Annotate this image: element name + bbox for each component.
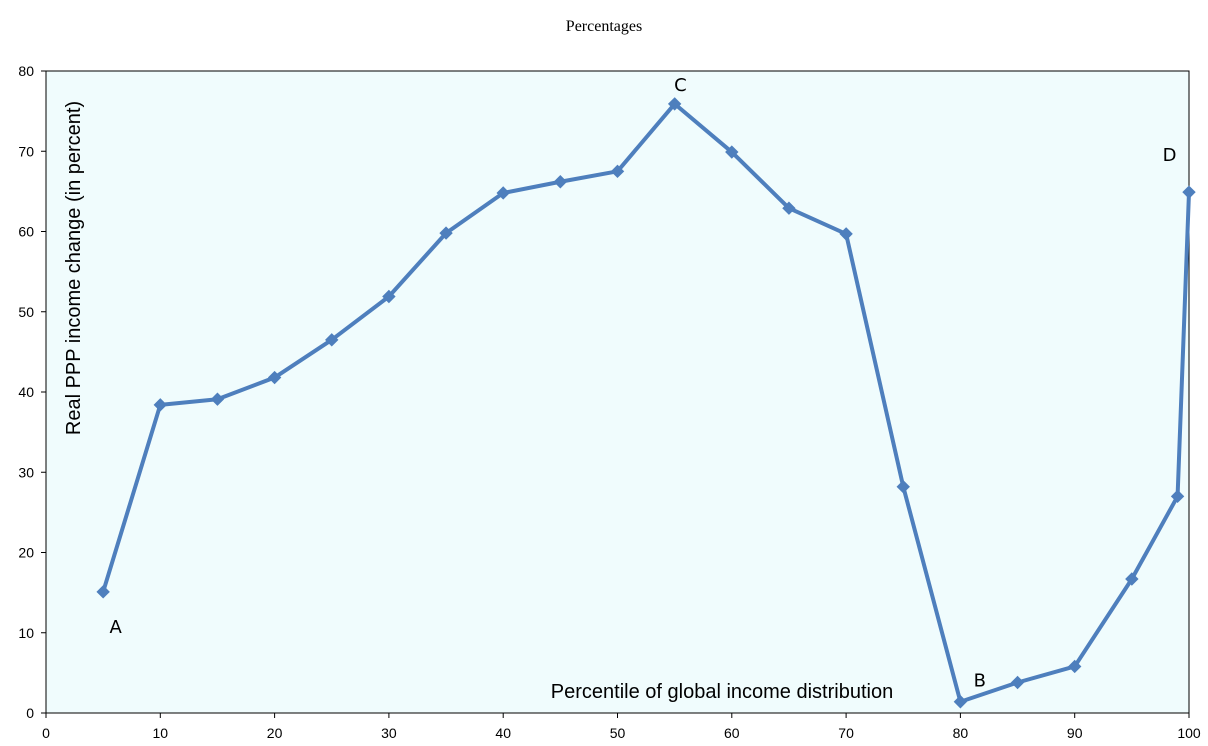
y-tick-label: 60 (18, 224, 34, 240)
y-tick-label: 80 (18, 63, 34, 79)
data-point-marker (1170, 489, 1185, 504)
series-group (96, 97, 1196, 709)
chart-subtitle: Percentages (566, 18, 642, 35)
data-point-marker (96, 585, 110, 599)
data-point-marker (267, 370, 282, 385)
x-axis-ticks: 0 10 20 30 40 50 60 70 80 90 100 (42, 713, 1201, 741)
data-point-marker (325, 333, 339, 347)
y-axis-title: Real PPP income change (in percent) (63, 101, 85, 435)
data-point-marker (382, 289, 396, 304)
data-point-marker (953, 695, 968, 709)
y-tick-label: 10 (18, 625, 34, 641)
x-tick-label: 30 (381, 725, 397, 741)
x-tick-label: 40 (495, 725, 511, 741)
annotation-label: D (1163, 145, 1177, 166)
x-tick-label: 50 (610, 725, 626, 741)
y-tick-label: 0 (26, 705, 34, 721)
data-point-marker (896, 479, 910, 494)
data-point-marker (210, 392, 225, 406)
x-tick-label: 0 (42, 725, 50, 741)
annotation-label: C (674, 75, 687, 96)
annotations-group: A C D B (110, 75, 1177, 691)
data-point-marker (1125, 572, 1139, 586)
x-tick-label: 90 (1067, 725, 1083, 741)
data-point-marker (782, 201, 796, 215)
data-point-marker (667, 97, 682, 111)
annotation-label: A (110, 617, 123, 638)
y-tick-label: 20 (18, 545, 34, 561)
y-tick-label: 30 (18, 464, 34, 480)
data-point-marker (553, 175, 568, 189)
x-tick-label: 70 (838, 725, 854, 741)
data-point-marker (610, 164, 625, 179)
data-point-marker (1010, 675, 1025, 690)
data-point-marker (839, 227, 853, 241)
x-tick-label: 80 (953, 725, 969, 741)
data-point-marker (496, 186, 510, 200)
x-tick-label: 10 (153, 725, 169, 741)
x-tick-label: 60 (724, 725, 740, 741)
data-point-marker (1067, 659, 1082, 674)
x-axis-title: Percentile of global income distribution (551, 681, 893, 703)
x-tick-label: 20 (267, 725, 283, 741)
data-point-marker (153, 398, 168, 412)
data-point-marker (725, 145, 739, 159)
data-point-marker (439, 226, 453, 240)
annotation-label: B (974, 671, 986, 692)
x-tick-label: 100 (1177, 725, 1201, 741)
y-tick-label: 40 (18, 384, 34, 400)
y-tick-label: 50 (18, 304, 34, 320)
y-axis-ticks: 0 10 20 30 40 50 60 70 80 (18, 63, 46, 721)
data-point-marker (1182, 185, 1196, 199)
y-tick-label: 70 (18, 143, 34, 159)
